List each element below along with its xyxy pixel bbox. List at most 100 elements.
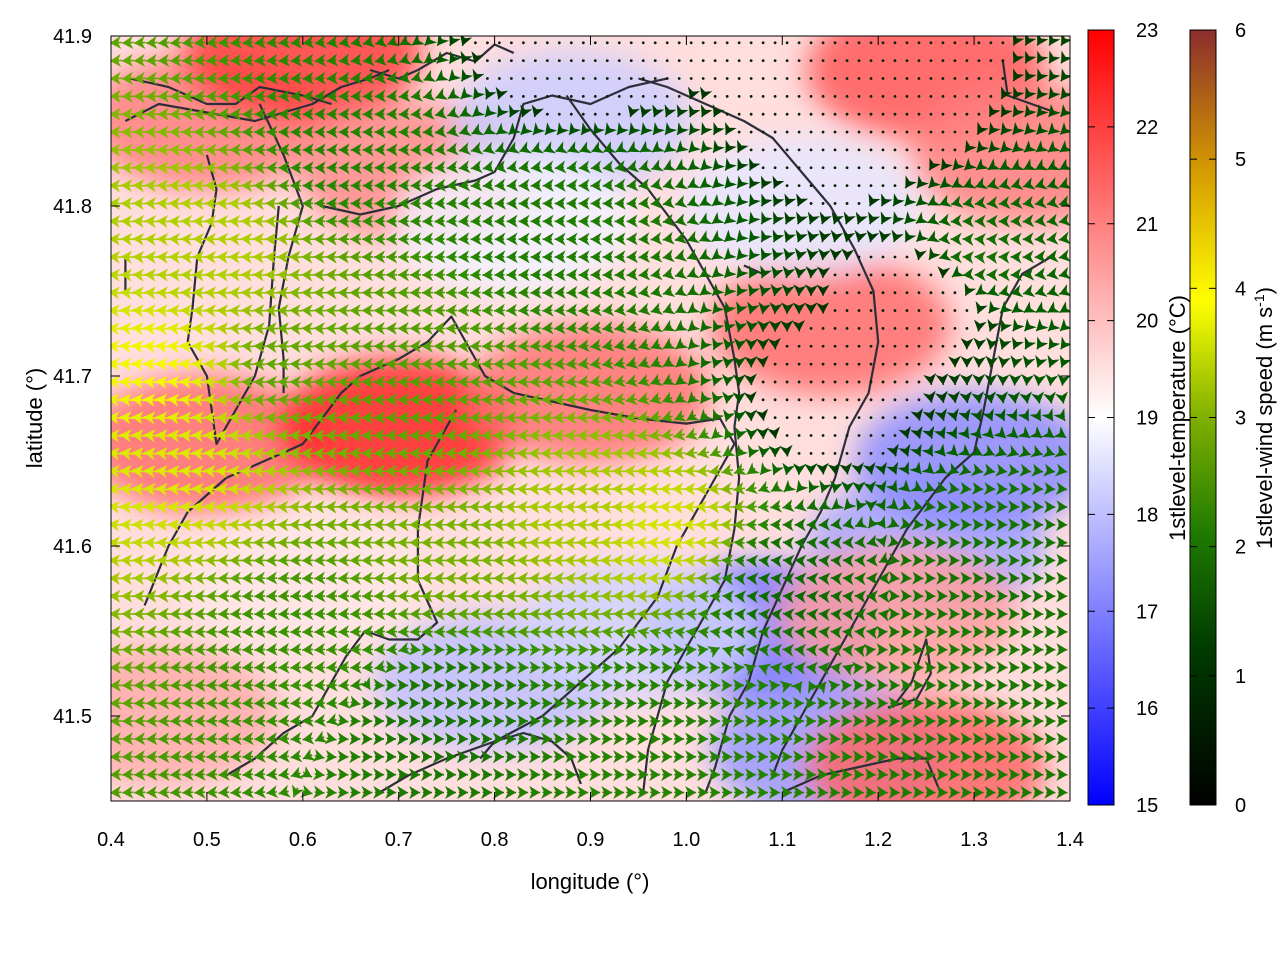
y-tick-label: 41.5 xyxy=(53,706,92,728)
wind-vector xyxy=(918,398,921,401)
wind-vector xyxy=(714,59,717,62)
wind-vector xyxy=(822,131,825,134)
wind-vector xyxy=(618,95,621,98)
wind-vector xyxy=(690,59,693,62)
wind-vector xyxy=(858,59,861,62)
wind-vector xyxy=(762,77,765,80)
wind-vector xyxy=(798,398,801,401)
wind-vector xyxy=(834,345,837,348)
wind-vector xyxy=(870,41,873,44)
wind-vector xyxy=(606,77,609,80)
wind-vector xyxy=(894,416,897,419)
x-axis-label: longitude (°) xyxy=(531,869,650,894)
wind-vector xyxy=(894,131,897,134)
wind-vector xyxy=(977,77,980,80)
temp-cb-label: 20 xyxy=(1136,311,1158,333)
temp-cb-label: 15 xyxy=(1136,795,1158,817)
wind-vector xyxy=(738,77,741,80)
x-tick-label: 0.9 xyxy=(577,829,605,851)
wind-cb-label: 3 xyxy=(1235,408,1246,430)
wind-vector xyxy=(930,77,933,80)
wind-vector xyxy=(594,59,597,62)
wind-vector xyxy=(846,77,849,80)
wind-vector xyxy=(870,291,873,294)
wind-vector xyxy=(606,95,609,98)
wind-vector xyxy=(558,59,561,62)
wind-vector xyxy=(774,149,777,152)
wind-vector xyxy=(582,41,585,44)
wind-vector xyxy=(822,184,825,187)
wind-vector xyxy=(546,113,549,116)
wind-vector xyxy=(522,59,525,62)
y-axis-label: latitude (°) xyxy=(22,368,47,469)
wind-vector xyxy=(822,41,825,44)
wind-vector xyxy=(594,77,597,80)
wind-vector xyxy=(870,381,873,384)
wind-vector xyxy=(870,327,873,330)
wind-vector xyxy=(882,113,885,116)
wind-vector xyxy=(798,131,801,134)
wind-vector xyxy=(834,59,837,62)
wind-vector xyxy=(846,291,849,294)
wind-vector xyxy=(786,41,789,44)
wind-vector xyxy=(870,398,873,401)
x-tick-label: 1.0 xyxy=(672,829,700,851)
wind-vector xyxy=(977,41,980,44)
wind-vector xyxy=(918,77,921,80)
wind-vector xyxy=(858,131,861,134)
wind-vector xyxy=(834,363,837,366)
wind-vector xyxy=(786,416,789,419)
wind-vector xyxy=(954,291,957,294)
wind-vector xyxy=(918,95,921,98)
wind-vector xyxy=(882,77,885,80)
wind-vector xyxy=(678,77,681,80)
wind-vector xyxy=(894,434,897,437)
wind-vector xyxy=(738,41,741,44)
wind-vector xyxy=(774,166,777,169)
wind-vector xyxy=(762,149,765,152)
wind-vector xyxy=(666,95,669,98)
wind-cb-label: 4 xyxy=(1235,278,1246,300)
wind-vector xyxy=(738,113,741,116)
wind-vector xyxy=(498,59,501,62)
wind-vector xyxy=(738,95,741,98)
wind-vector xyxy=(918,149,921,152)
wind-vector xyxy=(846,327,849,330)
wind-vector xyxy=(846,59,849,62)
wind-vector xyxy=(846,398,849,401)
wind-vector xyxy=(606,41,609,44)
wind-vector xyxy=(606,59,609,62)
wind-vector xyxy=(810,166,813,169)
wind-vector xyxy=(846,434,849,437)
y-tick-label: 41.8 xyxy=(53,196,92,218)
wind-vector xyxy=(930,131,933,134)
wind-vector xyxy=(858,273,861,276)
wind-vector xyxy=(906,291,909,294)
wind-vector xyxy=(654,77,657,80)
wind-vector xyxy=(858,77,861,80)
wind-vector xyxy=(894,166,897,169)
wind-vector xyxy=(798,113,801,116)
wind-vector xyxy=(858,41,861,44)
wind-vector xyxy=(858,363,861,366)
wind-vector xyxy=(942,149,945,152)
wind-vector xyxy=(870,77,873,80)
wind-vector xyxy=(834,202,837,205)
wind-vector xyxy=(582,113,585,116)
wind-vector xyxy=(834,149,837,152)
wind-vector xyxy=(726,113,729,116)
wind-vector xyxy=(678,95,681,98)
wind-vector xyxy=(906,345,909,348)
wind-vector xyxy=(882,452,885,455)
wind-vector xyxy=(594,95,597,98)
wind-vector xyxy=(894,327,897,330)
wind-vector xyxy=(834,416,837,419)
wind-vector xyxy=(906,273,909,276)
x-tick-label: 0.5 xyxy=(193,829,221,851)
wind-vector xyxy=(882,345,885,348)
wind-vector xyxy=(954,327,957,330)
wind-vector xyxy=(498,77,501,80)
wind-vector xyxy=(858,309,861,312)
wind-vector xyxy=(810,131,813,134)
